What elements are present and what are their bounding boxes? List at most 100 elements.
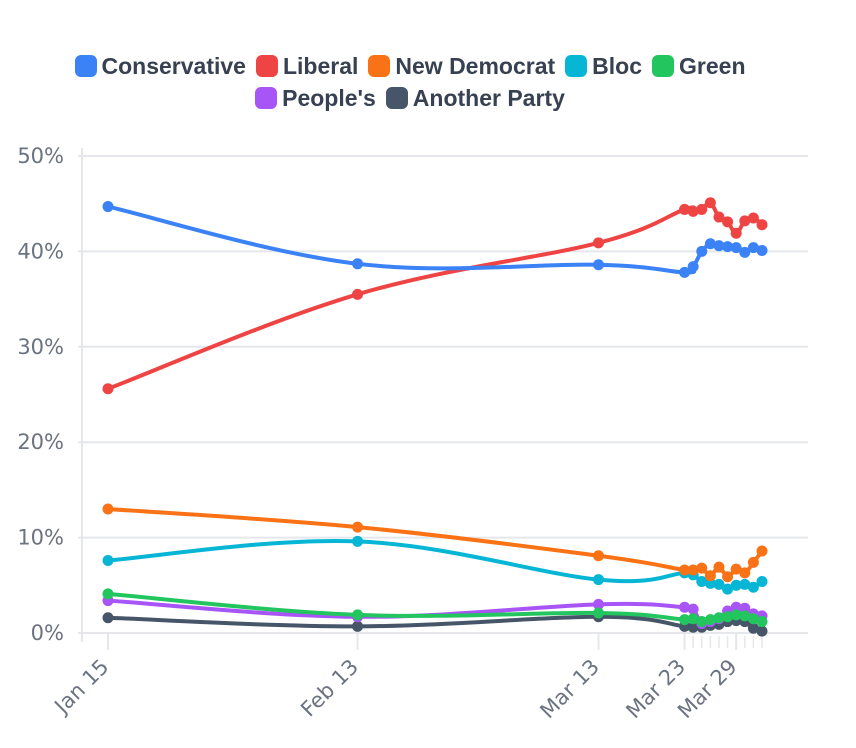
data-point-new-democrat-8 <box>722 571 734 583</box>
legend-swatch-peoples <box>255 87 278 109</box>
data-point-bloc-7 <box>713 578 725 590</box>
legend-item-another-party[interactable]: Another Party <box>385 84 565 112</box>
data-point-new-democrat-4 <box>687 564 699 576</box>
data-point-new-democrat-0 <box>102 503 114 515</box>
legend-item-new-democrat[interactable]: New Democrat <box>368 53 555 80</box>
data-point-liberal-8 <box>722 216 734 228</box>
data-point-green-7 <box>713 612 725 624</box>
legend-swatch-new-democrat <box>368 55 391 77</box>
data-point-conservative-7 <box>713 240 725 252</box>
data-point-bloc-12 <box>756 575 768 587</box>
data-point-conservative-11 <box>747 242 759 254</box>
data-point-green-4 <box>687 613 699 625</box>
data-point-green-1 <box>352 609 364 621</box>
y-tick-label-40: 40% <box>17 239 64 263</box>
data-point-liberal-3 <box>679 203 691 215</box>
legend-row-2: People's Another Party <box>0 82 820 114</box>
legend-item-green[interactable]: Green <box>652 53 746 80</box>
data-point-green-9 <box>730 609 742 621</box>
y-tick-label-20: 20% <box>17 430 64 454</box>
series-line-new-democrat <box>106 506 764 579</box>
data-point-green-3 <box>679 614 691 626</box>
data-point-green-5 <box>696 616 708 628</box>
data-point-new-democrat-7 <box>713 561 725 573</box>
data-point-liberal-0 <box>102 383 114 395</box>
legend-item-bloc[interactable]: Bloc <box>565 53 642 80</box>
data-point-green-0 <box>102 588 114 600</box>
data-point-green-11 <box>747 613 759 625</box>
data-point-conservative-12 <box>756 244 768 256</box>
y-tick-label-30: 30% <box>17 335 64 359</box>
legend-label-liberal: Liberal <box>282 52 359 79</box>
data-point-liberal-10 <box>739 215 751 227</box>
y-tick-label-0: 0% <box>31 621 64 645</box>
data-point-conservative-2 <box>593 259 604 271</box>
data-point-bloc-11 <box>747 581 759 593</box>
data-point-conservative-8 <box>722 241 734 253</box>
data-point-conservative-0 <box>102 201 114 213</box>
data-point-bloc-2 <box>593 574 604 586</box>
series-line-conservative <box>106 204 764 275</box>
data-point-bloc-10 <box>739 578 751 590</box>
data-point-bloc-1 <box>352 535 364 547</box>
data-point-liberal-9 <box>730 227 742 239</box>
data-point-conservative-9 <box>730 242 742 254</box>
data-point-another-party-11 <box>747 622 759 634</box>
legend-label-another-party: Another Party <box>412 84 565 111</box>
data-point-another-party-12 <box>756 625 768 637</box>
data-point-bloc-6 <box>704 577 716 589</box>
y-tick-label-10: 10% <box>17 526 64 550</box>
data-point-new-democrat-11 <box>747 556 759 568</box>
data-point-new-democrat-10 <box>739 567 751 579</box>
data-point-conservative-5 <box>696 245 708 257</box>
data-point-green-6 <box>704 614 716 626</box>
data-point-green-8 <box>722 611 734 623</box>
legend-item-liberal[interactable]: Liberal <box>255 52 359 80</box>
data-point-people-s-4 <box>687 603 699 615</box>
legend-item-peoples[interactable]: People's <box>255 85 376 112</box>
data-point-people-s-3 <box>679 601 691 613</box>
data-point-another-party-0 <box>102 612 114 624</box>
legend-swatch-conservative <box>74 55 97 77</box>
data-point-conservative-4 <box>687 261 699 273</box>
legend-label-conservative: Conservative <box>101 52 246 79</box>
data-point-liberal-7 <box>713 211 725 223</box>
data-point-liberal-4 <box>687 205 699 217</box>
data-point-liberal-5 <box>696 203 708 215</box>
data-point-conservative-1 <box>352 258 364 270</box>
data-point-bloc-9 <box>730 579 742 591</box>
data-point-conservative-10 <box>739 246 751 258</box>
data-point-green-2 <box>593 607 604 619</box>
data-point-another-party-4 <box>687 621 699 633</box>
legend-item-conservative[interactable]: Conservative <box>74 52 246 80</box>
data-point-green-12 <box>756 616 768 628</box>
y-tick-label-50: 50% <box>17 144 64 168</box>
data-point-another-party-1 <box>352 620 364 632</box>
legend-swatch-another-party <box>385 87 408 109</box>
data-point-new-democrat-3 <box>679 564 691 576</box>
data-point-new-democrat-9 <box>730 563 742 575</box>
legend-swatch-green <box>652 55 675 77</box>
data-point-liberal-11 <box>747 212 759 224</box>
legend-swatch-liberal <box>255 55 278 77</box>
data-point-liberal-12 <box>756 219 768 231</box>
data-point-bloc-8 <box>722 583 734 595</box>
data-point-people-s-2 <box>593 598 604 610</box>
data-point-green-10 <box>739 610 751 622</box>
data-point-liberal-2 <box>593 237 604 249</box>
legend-label-new-democrat: New Democrat <box>395 52 556 79</box>
data-point-people-s-10 <box>739 602 751 614</box>
legend-label-peoples: People's <box>282 84 376 111</box>
data-point-conservative-3 <box>679 266 691 278</box>
legend-label-bloc: Bloc <box>592 52 643 79</box>
x-tick-label-jan-15: Jan 15 <box>49 655 114 720</box>
data-point-bloc-5 <box>696 575 708 587</box>
data-point-bloc-0 <box>102 554 114 566</box>
data-point-liberal-6 <box>704 197 716 209</box>
data-point-new-democrat-1 <box>352 521 364 533</box>
chart-legend: Conservative Liberal New Democrat Bloc G… <box>0 50 820 114</box>
data-point-new-democrat-12 <box>756 545 768 557</box>
data-point-new-democrat-5 <box>696 562 708 574</box>
legend-row-1: Conservative Liberal New Democrat Bloc G… <box>0 50 820 82</box>
